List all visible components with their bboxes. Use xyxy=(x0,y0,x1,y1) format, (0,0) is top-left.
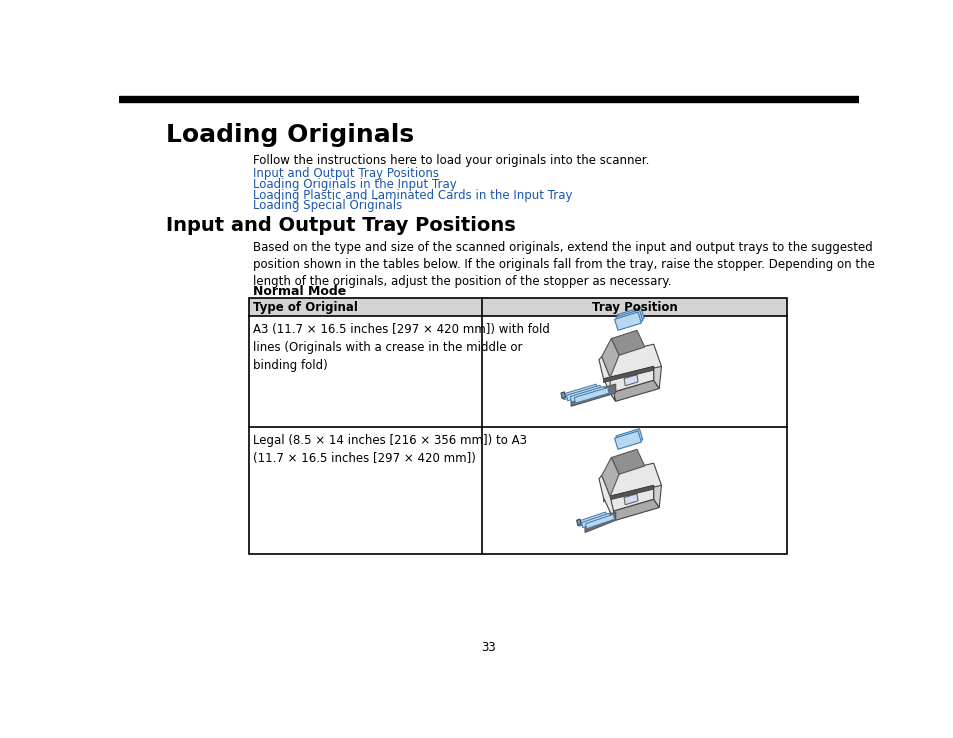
Bar xyxy=(249,298,786,317)
Polygon shape xyxy=(617,308,643,325)
Polygon shape xyxy=(610,499,659,520)
Polygon shape xyxy=(571,384,615,407)
Polygon shape xyxy=(653,358,660,388)
Polygon shape xyxy=(560,392,565,399)
Polygon shape xyxy=(570,387,604,402)
Polygon shape xyxy=(610,380,659,401)
Polygon shape xyxy=(616,429,642,447)
Text: A3 (11.7 × 16.5 inches [297 × 420 mm]) with fold
lines (Originals with a crease : A3 (11.7 × 16.5 inches [297 × 420 mm]) w… xyxy=(253,323,550,372)
Polygon shape xyxy=(576,519,580,525)
Polygon shape xyxy=(601,344,660,377)
Text: Normal Mode: Normal Mode xyxy=(253,285,345,298)
Text: Tray Position: Tray Position xyxy=(591,301,677,314)
Polygon shape xyxy=(611,331,644,355)
Polygon shape xyxy=(581,513,610,528)
Polygon shape xyxy=(601,463,660,497)
Polygon shape xyxy=(603,366,653,382)
Polygon shape xyxy=(610,366,653,393)
Polygon shape xyxy=(584,512,615,532)
Polygon shape xyxy=(578,512,606,526)
Text: Loading Special Originals: Loading Special Originals xyxy=(253,199,401,213)
Text: 33: 33 xyxy=(481,641,496,655)
Polygon shape xyxy=(598,475,615,520)
Polygon shape xyxy=(566,385,600,401)
Polygon shape xyxy=(603,486,653,501)
Text: Loading Originals in the Input Tray: Loading Originals in the Input Tray xyxy=(253,178,456,191)
Text: Input and Output Tray Positions: Input and Output Tray Positions xyxy=(166,215,515,235)
Polygon shape xyxy=(614,431,640,449)
Polygon shape xyxy=(616,310,642,328)
Text: Based on the type and size of the scanned originals, extend the input and output: Based on the type and size of the scanne… xyxy=(253,241,874,288)
Polygon shape xyxy=(623,494,638,505)
Text: Input and Output Tray Positions: Input and Output Tray Positions xyxy=(253,167,438,180)
Text: Loading Originals: Loading Originals xyxy=(166,123,414,147)
Polygon shape xyxy=(610,486,653,512)
Text: Legal (8.5 × 14 inches [216 × 356 mm]) to A3
(11.7 × 16.5 inches [297 × 420 mm]): Legal (8.5 × 14 inches [216 × 356 mm]) t… xyxy=(253,433,527,464)
Text: Type of Original: Type of Original xyxy=(253,301,357,314)
Polygon shape xyxy=(611,449,644,475)
Polygon shape xyxy=(614,312,640,331)
Text: Loading Plastic and Laminated Cards in the Input Tray: Loading Plastic and Laminated Cards in t… xyxy=(253,189,572,201)
Polygon shape xyxy=(585,514,614,528)
Polygon shape xyxy=(598,356,615,401)
Polygon shape xyxy=(601,458,618,497)
Polygon shape xyxy=(562,384,597,400)
Polygon shape xyxy=(623,375,638,386)
Text: Follow the instructions here to load your originals into the scanner.: Follow the instructions here to load you… xyxy=(253,154,648,167)
Bar xyxy=(249,298,786,554)
Polygon shape xyxy=(653,477,660,508)
Bar xyxy=(119,96,858,103)
Polygon shape xyxy=(601,339,618,377)
Polygon shape xyxy=(574,387,608,403)
